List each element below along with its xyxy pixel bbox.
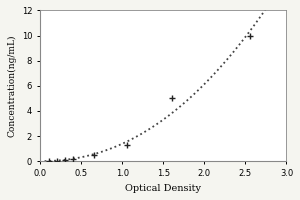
Y-axis label: Concentration(ng/mL): Concentration(ng/mL) [7, 35, 16, 137]
X-axis label: Optical Density: Optical Density [125, 184, 201, 193]
